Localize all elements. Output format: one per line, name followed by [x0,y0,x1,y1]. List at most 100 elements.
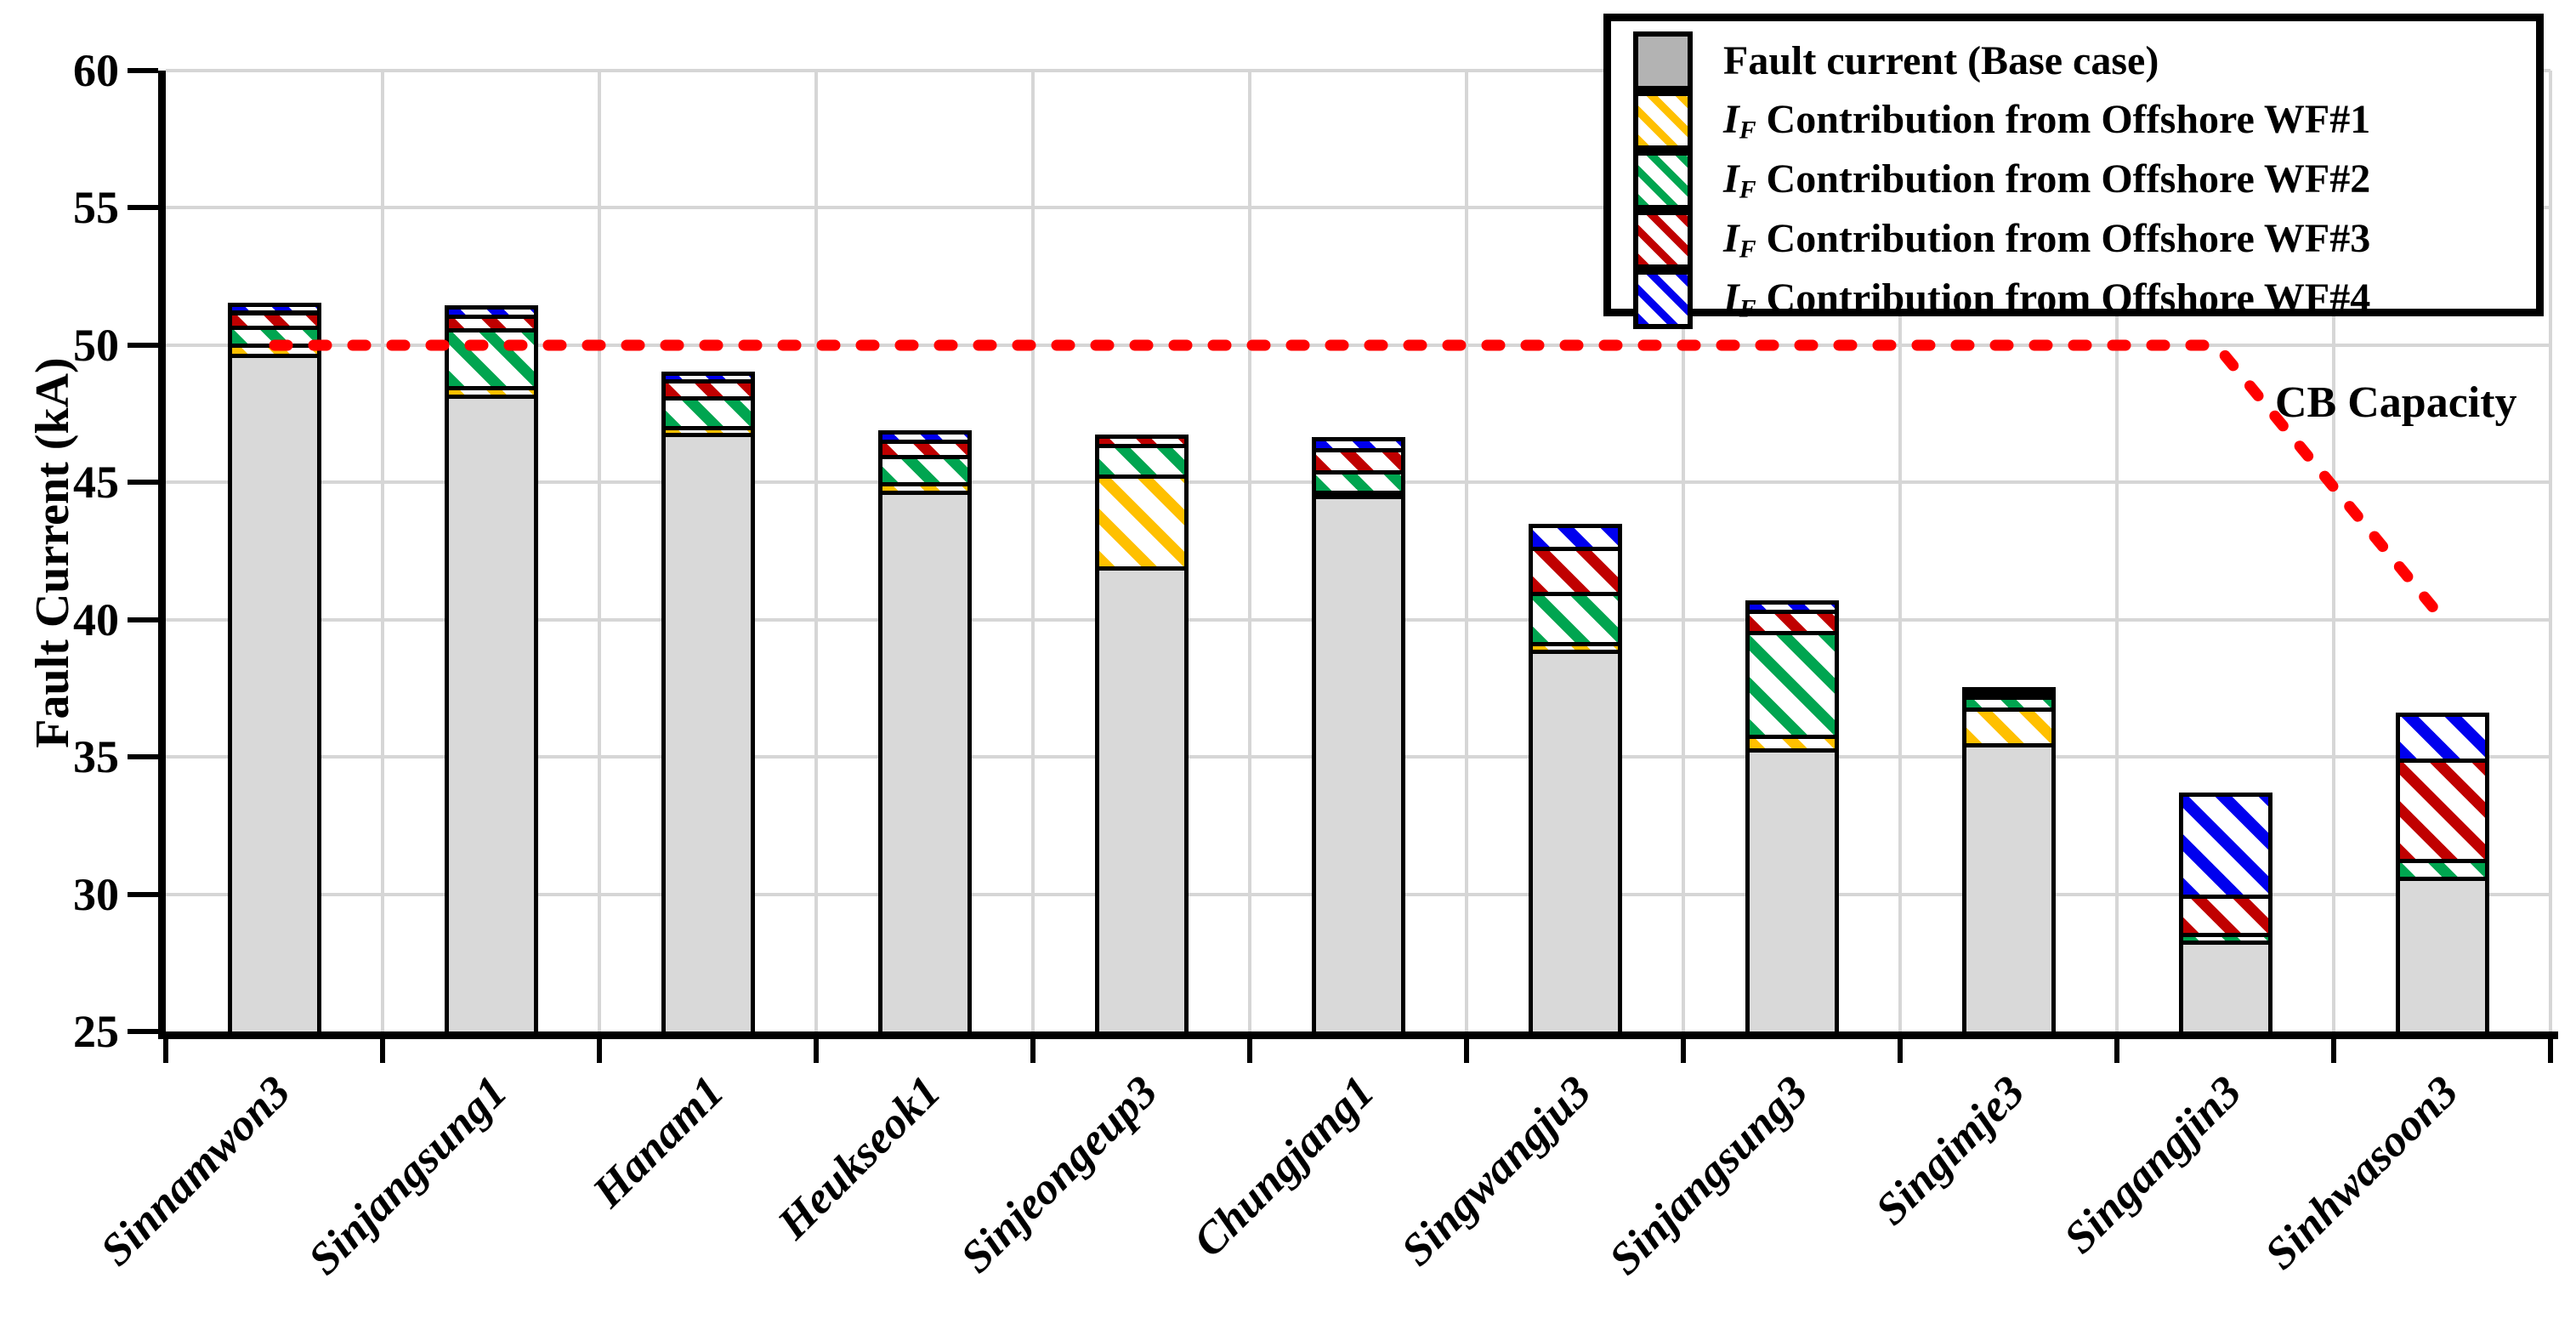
x-tick-mark [1030,1034,1036,1063]
y-tick-mark [128,1029,158,1034]
bar-segment-wf4-Sinnamwon3 [227,302,321,315]
legend-swatch-wf2 [1633,151,1693,210]
gridline-vertical [381,71,384,1031]
y-tick-mark [128,754,158,760]
bar-segment-wf4-Singimje3 [1961,686,2056,696]
legend-label: IF Contribution from Offshore WF#4 [1723,275,2371,323]
legend-label: IF Contribution from Offshore WF#3 [1723,215,2371,264]
gridline-vertical [1248,71,1251,1031]
legend-label: IF Contribution from Offshore WF#1 [1723,96,2371,145]
y-tick-label: 25 [73,1006,119,1057]
x-tick-mark [2331,1034,2336,1063]
cb-capacity-label: CB Capacity [2275,378,2517,427]
gridline-vertical [2115,71,2119,1031]
bar-segment-wf4-Sinhwasoon3 [2395,713,2489,763]
y-tick-label: 45 [73,457,119,509]
legend: Fault current (Base case) IF Contribution… [1603,14,2544,329]
gridline-vertical [1465,71,1468,1031]
legend-item: IF Contribution from Offshore WF#3 [1633,210,2514,270]
gridline-horizontal [166,206,2550,210]
bar-segment-wf1-Singimje3 [1961,707,2056,747]
bar-segment-wf2-Hanam1 [661,395,755,431]
y-tick-label: 50 [73,319,119,371]
legend-if-subscript: F [1739,175,1756,204]
bar-segment-wf4-Singangjin3 [2178,793,2272,899]
legend-if-symbol: I [1723,275,1739,321]
gridline-horizontal [166,343,2550,347]
legend-swatch-base [1633,31,1693,91]
y-axis-line [158,71,166,1039]
legend-if-symbol: I [1723,156,1739,202]
bar-segment-wf4-Hanam1 [661,371,755,384]
x-axis-line [158,1031,2558,1039]
x-tick-mark [163,1034,168,1063]
bar-segment-wf2-Sinjeongeup3 [1094,444,1189,479]
bar-segment-wf4-Sinjangsung3 [1745,600,1839,615]
bar-segment-wf2-Sinjangsung3 [1745,630,1839,740]
x-tick-mark [380,1034,385,1063]
gridline-vertical [2549,71,2552,1031]
legend-item: IF Contribution from Offshore WF#4 [1633,270,2514,329]
x-tick-mark [597,1034,602,1063]
gridline-vertical [1031,71,1035,1031]
bar-segment-wf1-Sinjangsung3 [1745,735,1839,753]
bar-segment-wf2-Heukseok1 [877,455,972,487]
bar-segment-base-Sinjeongeup3 [1094,565,1189,1036]
y-tick-label: 55 [73,182,119,234]
gridline-horizontal [166,69,2550,72]
bar-segment-wf4-Chungjang1 [1311,437,1405,452]
y-tick-label: 60 [73,45,119,96]
x-tick-mark [2548,1034,2553,1063]
legend-item: Fault current (Base case) [1633,31,2514,91]
bar-segment-wf4-Singwangju3 [1528,523,1622,552]
legend-item: IF Contribution from Offshore WF#1 [1633,91,2514,151]
bar-segment-base-Sinjangsung3 [1745,748,1839,1036]
bar-segment-wf4-Heukseok1 [877,429,972,445]
bar-segment-wf2-Sinjangsung1 [444,328,538,391]
x-tick-mark [814,1034,819,1063]
y-tick-mark [128,891,158,897]
y-tick-mark [128,342,158,348]
gridline-vertical [2332,71,2335,1031]
y-tick-mark [128,617,158,622]
bar-segment-base-Heukseok1 [877,490,972,1036]
y-tick-mark [128,205,158,211]
gridline-vertical [1682,71,1685,1031]
bar-segment-wf2-Singwangju3 [1528,592,1622,646]
bar-segment-base-Sinnamwon3 [227,353,321,1036]
bar-segment-base-Hanam1 [661,433,755,1036]
gridline-vertical [814,71,818,1031]
bar-segment-base-Sinjangsung1 [444,394,538,1036]
legend-swatch-wf3 [1633,210,1693,270]
legend-swatch-wf1 [1633,91,1693,151]
legend-label: Fault current (Base case) [1723,37,2159,83]
bar-segment-wf4-Sinjangsung1 [444,305,538,320]
legend-if-symbol: I [1723,215,1739,261]
bar-segment-base-Chungjang1 [1311,494,1405,1036]
x-tick-mark [1464,1034,1469,1063]
bar-segment-base-Sinhwasoon3 [2395,876,2489,1036]
y-tick-label: 30 [73,868,119,920]
x-tick-mark [1898,1034,1903,1063]
legend-if-symbol: I [1723,96,1739,142]
y-tick-mark [128,68,158,73]
y-tick-label: 40 [73,594,119,645]
legend-if-subscript: F [1739,235,1756,264]
legend-swatch-wf4 [1633,270,1693,329]
legend-if-subscript: F [1739,294,1756,323]
legend-item: IF Contribution from Offshore WF#2 [1633,151,2514,210]
legend-label: IF Contribution from Offshore WF#2 [1723,156,2371,204]
x-tick-mark [1681,1034,1686,1063]
y-tick-mark [128,480,158,486]
bar-segment-wf3-Sinjeongeup3 [1094,434,1189,449]
y-tick-label: 35 [73,731,119,783]
x-tick-mark [1247,1034,1252,1063]
x-tick-mark [2114,1034,2119,1063]
gridline-vertical [1898,71,1902,1031]
cb-capacity-polyline [269,339,2449,626]
bar-segment-wf3-Singangjin3 [2178,894,2272,937]
gridline-vertical [598,71,601,1031]
bar-segment-base-Singimje3 [1961,743,2056,1036]
legend-if-subscript: F [1739,116,1756,145]
